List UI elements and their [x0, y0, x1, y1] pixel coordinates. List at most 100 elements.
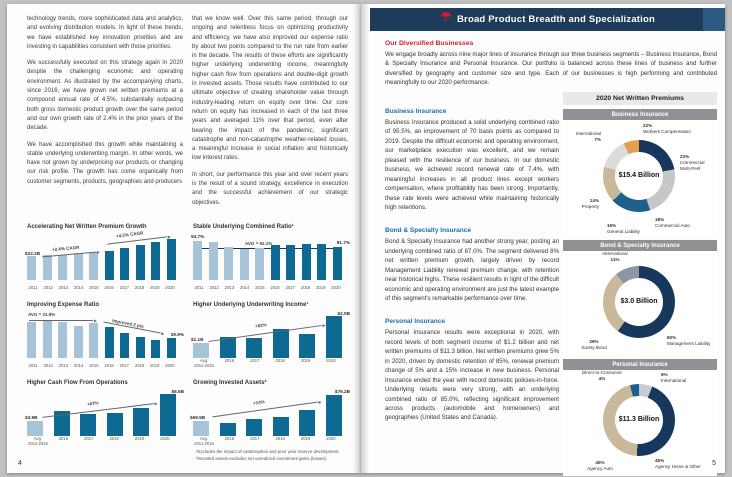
chart-plot: Avg. 2011-2015 2016 2017 2018 2019 2020 $3.9B… [25, 389, 184, 447]
bar [246, 419, 263, 436]
donut-label-management-liability: 60% Management Liability [667, 335, 715, 347]
x-tick-label: 2019 [134, 436, 145, 442]
x-tick-label: 2020 [165, 363, 175, 369]
segment-pct: 14% [589, 198, 599, 203]
donut-label-agency-auto: 45% Agency Auto [577, 460, 623, 472]
bar [219, 336, 236, 358]
x-axis-labels: 2011 2012 2013 2014 2015 2016 2017 2018 2019 2020 [27, 285, 176, 291]
intro-heading: Our Diversified Businesses [385, 40, 474, 47]
chart-net-written-premium-growth: Accelerating Net Written Premium Growth … [25, 223, 184, 295]
segment-pct: 7% [594, 136, 601, 142]
x-tick-label: 2016 [224, 436, 235, 442]
bar [299, 333, 316, 358]
donut-label-international: 6% International [661, 372, 701, 384]
bar-series [193, 238, 342, 280]
x-tick-label: 2018 [275, 358, 285, 364]
chart-plot: Avg. 2011-2015 2016 2017 2018 2019 2020 $69.5… [190, 388, 350, 447]
bar [193, 342, 209, 358]
x-tick-label: 2017 [119, 363, 129, 369]
x-tick-label: 2017 [119, 285, 129, 291]
donut-label-commercial-multi-peril: 23% Commercial Multi-Peril [680, 154, 716, 172]
x-axis-labels: 2011 2012 2013 2014 2015 2016 2017 2018 2019 2020 [193, 285, 342, 291]
last-bar-value: $79.2B [334, 388, 350, 394]
page-number-left: 4 [18, 460, 22, 467]
donut-label-general-liability: 16% General Liability [607, 223, 640, 235]
last-bar-value: 29.9% [170, 331, 184, 337]
header-accent-block [703, 8, 725, 31]
x-tick-label: 2011 [194, 285, 204, 291]
chart-title: Accelerating Net Written Premium Growth [27, 223, 147, 230]
bar-series [27, 316, 176, 358]
page-title: Broad Product Breadth and Specialization [456, 14, 656, 25]
section-heading: Bond & Specialty Insurance [385, 227, 471, 235]
x-tick-label: 2014 [73, 285, 84, 291]
bar [325, 394, 342, 436]
donut-label-international: International 11% [593, 251, 637, 263]
segment-name: Direct-to-Consumer [581, 370, 623, 375]
x-tick-label: 2017 [250, 358, 260, 364]
bar [246, 338, 263, 358]
x-tick-label: Avg. 2011-2015 [194, 436, 214, 447]
paragraph: that we know well. Over this same period… [192, 16, 348, 162]
x-tick-label: 2019 [300, 436, 311, 442]
paragraph: technology trends, more sophisticated da… [27, 16, 183, 50]
bar [151, 241, 161, 280]
donut-ring [603, 140, 675, 212]
bar [58, 321, 68, 358]
average-label: AVG = 31.9% [28, 311, 56, 317]
chart-plot: 2011 2012 2013 2014 2015 2016 2017 2018 2019 2020… [25, 230, 184, 291]
x-tick-label: 2012 [43, 285, 53, 291]
donut-label-workers-compensation: 22% Workers Compensation [643, 123, 691, 135]
bar [299, 410, 316, 436]
bar [239, 248, 249, 280]
segment-name: Commercial Multi-Peril [680, 159, 705, 171]
umbrella-icon [440, 10, 452, 28]
first-bar-value: $1.1B [191, 336, 204, 342]
segment-name: Property [581, 203, 599, 209]
donut-label-direct-to-consumer: Direct-to-Consumer 4% [575, 370, 629, 382]
bar [166, 238, 176, 280]
bar [133, 407, 150, 436]
chart-title: Higher Underlying Underwriting Income¹ [193, 301, 309, 308]
donut-label-property: 14% Property [565, 198, 599, 210]
segment-pct: 45% [655, 458, 665, 463]
average-arrow [29, 318, 97, 323]
x-tick-label: 2016 [224, 358, 235, 364]
x-axis-labels: Avg. 2011-2015 2016 2017 2018 2019 2020 [27, 436, 176, 447]
section-heading: Personal Insurance [385, 318, 445, 326]
bar [135, 244, 145, 280]
chart-title: Improving Expense Ratio [27, 301, 100, 308]
bar [286, 244, 296, 280]
section-text: Personal Insurance results were exceptio… [385, 329, 559, 422]
x-tick-label: 2019 [300, 358, 311, 364]
segment-pct: 45% [595, 460, 605, 465]
bar [120, 247, 130, 280]
footnotes: ¹Excludes the impact of catastrophes and… [196, 448, 340, 462]
section-bond-specialty-insurance: Bond & Specialty Insurance Bond & Specia… [385, 227, 559, 303]
bar [27, 321, 36, 358]
x-tick-label: 2015 [255, 285, 265, 291]
bar [27, 256, 36, 280]
donut-ring [603, 266, 675, 338]
segment-pct: 22% [643, 123, 653, 128]
segment-pct: 60% [667, 335, 677, 340]
bar [193, 421, 209, 436]
bar [166, 337, 176, 358]
x-tick-label: 2012 [43, 363, 53, 369]
segment-name: International [575, 131, 601, 136]
x-axis-labels: Avg. 2011-2015 2016 2017 2018 2019 2020 [193, 358, 342, 369]
text-column-2: that we know well. Over this same period… [192, 15, 348, 215]
donut-center-value: $11.3 Billion [618, 416, 660, 423]
bar [58, 254, 68, 280]
x-tick-label: 2018 [275, 436, 285, 442]
bar [104, 250, 114, 280]
intro-section: Our Diversified Businesses We engage bro… [385, 40, 717, 88]
x-tick-label: 2020 [165, 285, 175, 291]
segment-name: General Liability [607, 228, 640, 234]
x-tick-label: 2013 [58, 285, 69, 291]
bar [73, 326, 83, 358]
sidebar-title: 2020 Net Written Premiums [563, 92, 717, 105]
right-page: Broad Product Breadth and Specialization… [361, 4, 725, 476]
chart-invested-assets: Growing Invested Assets² Avg. 2011-2015 2… [190, 380, 350, 451]
footnote-1: ¹Excludes the impact of catastrophes and… [196, 449, 340, 454]
